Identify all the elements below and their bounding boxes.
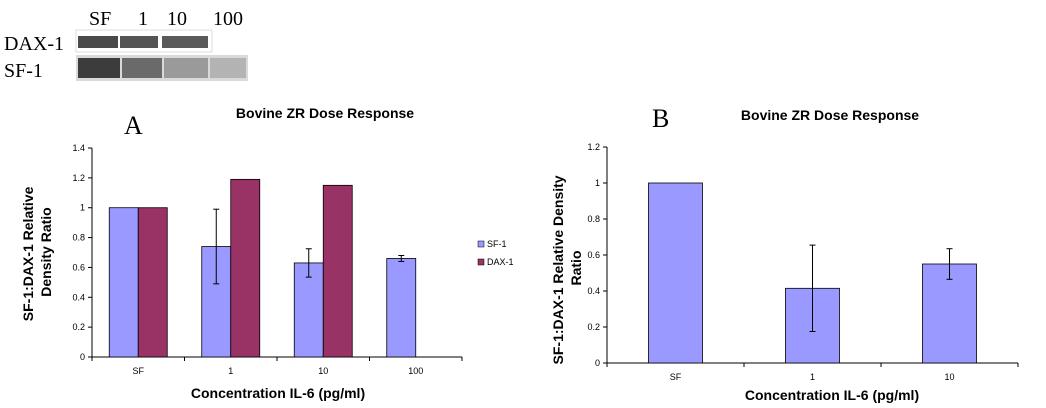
chart-a-legend: SF-1 DAX-1 — [477, 239, 514, 267]
legend-swatch-dax1 — [477, 258, 485, 266]
chart-b: Bovine ZR Dose Response SF-1:DAX-1 Relat… — [550, 107, 1019, 403]
chart-b-y-tick-label: 0.8 — [587, 214, 600, 224]
chart-b-y-tick-label: 0.6 — [587, 250, 600, 260]
chart-a-y-tick-label: 0 — [80, 352, 85, 362]
chart-b-x-tick-label: SF — [670, 372, 682, 382]
chart-a-y-tick-label: 1 — [80, 203, 85, 213]
chart-a-x-tick-label: 10 — [318, 366, 328, 376]
chart-b-y-tick-label: 0.2 — [587, 322, 600, 332]
blot-band — [120, 36, 158, 48]
chart-a-x-tick-label: SF — [132, 366, 144, 376]
chart-a-y-tick-label: 0.8 — [72, 233, 85, 243]
chart-a-bar — [137, 207, 168, 358]
chart-a: Bovine ZR Dose Response SF-1:DAX-1 Relat… — [20, 105, 514, 401]
chart-a-ylabel-line2: Density Ratio — [38, 207, 54, 296]
panel-letter-a: A — [124, 111, 143, 140]
blot-lane-label: 10 — [167, 8, 187, 30]
blot-row-label: SF-1 — [4, 60, 43, 82]
chart-a-title: Bovine ZR Dose Response — [236, 105, 414, 121]
legend-label-sf1: SF-1 — [487, 239, 507, 249]
western-blot: SF 1 10 100 DAX-1 SF-1 — [4, 8, 248, 82]
chart-a-x-tick-label: 100 — [408, 366, 423, 376]
blot-band — [210, 58, 246, 78]
chart-b-y-tick-label: 0 — [595, 358, 600, 368]
chart-b-y-tick-label: 0.4 — [587, 286, 600, 296]
blot-lane-label: 1 — [138, 8, 148, 30]
blot-band — [162, 36, 208, 48]
chart-b-y-tick-label: 1 — [595, 178, 600, 188]
blot-band — [122, 58, 162, 78]
blot-band — [78, 36, 118, 48]
chart-b-xlabel: Concentration IL-6 (pg/ml) — [745, 387, 919, 403]
legend-swatch-sf1 — [477, 240, 485, 248]
chart-a-y-tick-label: 0.6 — [72, 262, 85, 272]
blot-lane-label: SF — [89, 8, 111, 30]
chart-a-ylabel-line1: SF-1:DAX-1 Relative — [20, 186, 36, 321]
chart-b-title: Bovine ZR Dose Response — [741, 107, 919, 123]
blot-band — [164, 58, 208, 78]
chart-a-y-tick-label: 0.2 — [72, 322, 85, 332]
chart-a-x-tick-label: 1 — [228, 366, 233, 376]
chart-a-y-tick-label: 1.4 — [72, 143, 85, 153]
chart-a-plot: 0 0.2 0.4 0.6 0.8 1 1.2 1.4 SF 1 10 100 — [72, 143, 463, 376]
chart-a-y-tick-label: 0.4 — [72, 292, 85, 302]
chart-b-bar — [648, 182, 703, 364]
chart-b-ylabel-line2: Ratio — [568, 251, 584, 286]
chart-a-xlabel: Concentration IL-6 (pg/ml) — [191, 385, 365, 401]
chart-b-ylabel: SF-1:DAX-1 Relative Density Ratio — [550, 172, 584, 365]
legend-label-dax1: DAX-1 — [487, 257, 514, 267]
blot-row-label: DAX-1 — [4, 33, 64, 55]
chart-a-bar — [386, 258, 417, 358]
blot-band — [78, 58, 120, 78]
chart-a-bar — [230, 178, 261, 358]
blot-lane-label: 100 — [213, 8, 243, 30]
panel-letter-b: B — [652, 104, 669, 133]
chart-a-bar — [108, 207, 139, 358]
chart-b-y-tick-label: 1.2 — [587, 142, 600, 152]
chart-a-ylabel: SF-1:DAX-1 Relative Density Ratio — [20, 183, 54, 321]
chart-b-x-tick-label: 1 — [810, 372, 815, 382]
chart-a-bar — [293, 262, 324, 358]
chart-b-plot: 0 0.2 0.4 0.6 0.8 1 1.2 SF 1 10 — [587, 142, 1019, 382]
chart-a-bar — [322, 184, 353, 358]
chart-b-ylabel-line1: SF-1:DAX-1 Relative Density — [550, 175, 566, 364]
chart-b-bar — [922, 263, 977, 364]
chart-b-x-tick-label: 10 — [944, 372, 954, 382]
chart-a-y-tick-label: 1.2 — [72, 173, 85, 183]
